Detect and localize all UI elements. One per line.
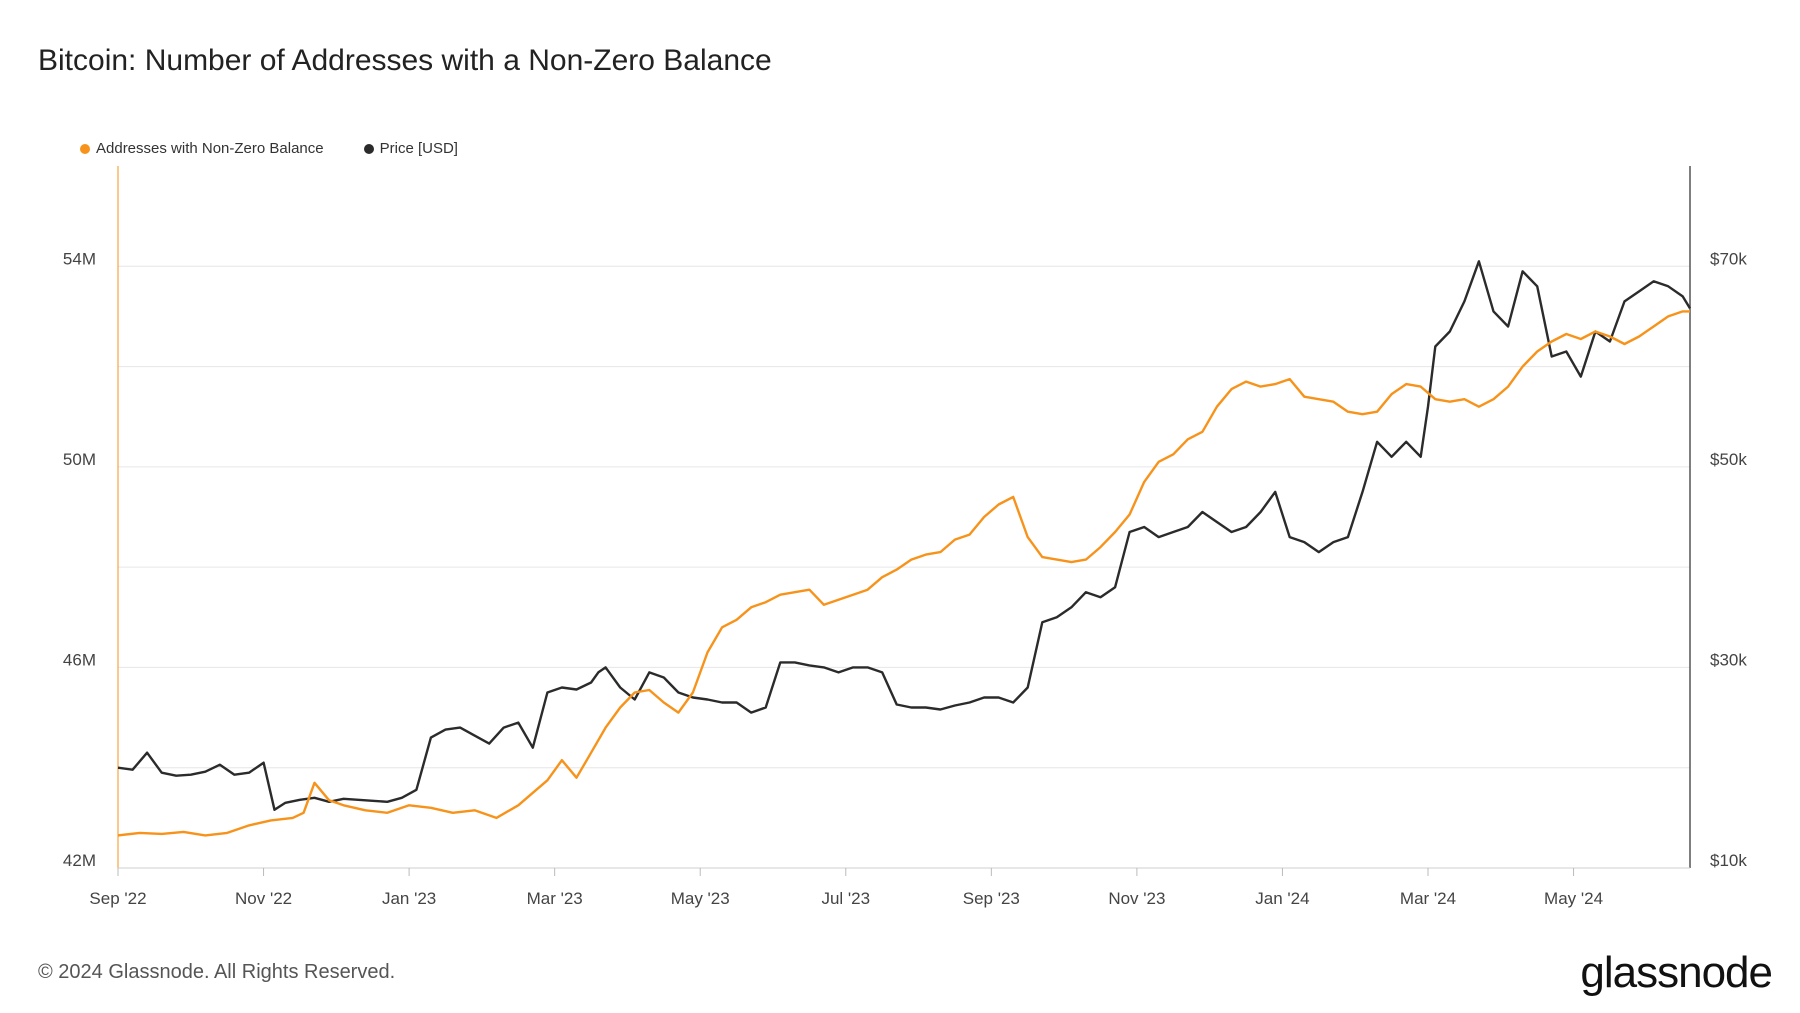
x-tick-label: Sep '23	[963, 889, 1020, 908]
y-axis-left: 42M 46M 50M 54M	[63, 249, 96, 870]
legend-item-addresses[interactable]: Addresses with Non-Zero Balance	[80, 140, 324, 157]
copyright-footer: © 2024 Glassnode. All Rights Reserved.	[38, 961, 396, 983]
legend-label-addresses: Addresses with Non-Zero Balance	[96, 140, 324, 157]
legend-item-price[interactable]: Price [USD]	[363, 140, 458, 157]
legend-dot-price	[363, 143, 374, 154]
x-axis-ticks: Sep '22 Nov '22 Jan '23 Mar '23 May '23 Jul '…	[89, 868, 1603, 908]
y-right-tick-label: $30k	[1710, 650, 1747, 669]
x-tick-label: Nov '22	[235, 889, 292, 908]
y-right-tick-label: $50k	[1710, 450, 1747, 469]
x-tick-label: Sep '22	[89, 889, 146, 908]
x-tick-label: Jan '24	[1255, 889, 1309, 908]
legend: Addresses with Non-Zero Balance Price [U…	[80, 140, 458, 157]
y-right-tick-label: $10k	[1710, 851, 1747, 870]
chart-title: Bitcoin: Number of Addresses with a Non-…	[38, 44, 772, 77]
grid-lines	[118, 265, 1690, 869]
price-series-line	[117, 260, 1692, 811]
legend-label-price: Price [USD]	[379, 140, 458, 157]
brand-logo: glassnode	[1580, 948, 1773, 997]
axes	[117, 166, 1691, 869]
y-left-tick-label: 50M	[63, 450, 96, 469]
y-left-tick-label: 46M	[63, 650, 96, 669]
x-tick-label: May '24	[1544, 889, 1603, 908]
y-axis-right: $10k $30k $50k $70k	[1710, 249, 1747, 870]
x-tick-label: May '23	[671, 889, 730, 908]
y-right-tick-label: $70k	[1710, 249, 1747, 268]
y-left-tick-label: 42M	[63, 851, 96, 870]
x-tick-label: Jul '23	[821, 889, 870, 908]
x-tick-label: Jan '23	[382, 889, 436, 908]
series-lines	[117, 260, 1692, 837]
addresses-series-line	[117, 310, 1690, 837]
x-tick-label: Mar '24	[1400, 889, 1456, 908]
x-tick-label: Mar '23	[527, 889, 583, 908]
legend-dot-addresses	[80, 143, 90, 154]
x-tick-label: Nov '23	[1108, 889, 1165, 908]
y-left-tick-label: 54M	[63, 249, 96, 268]
